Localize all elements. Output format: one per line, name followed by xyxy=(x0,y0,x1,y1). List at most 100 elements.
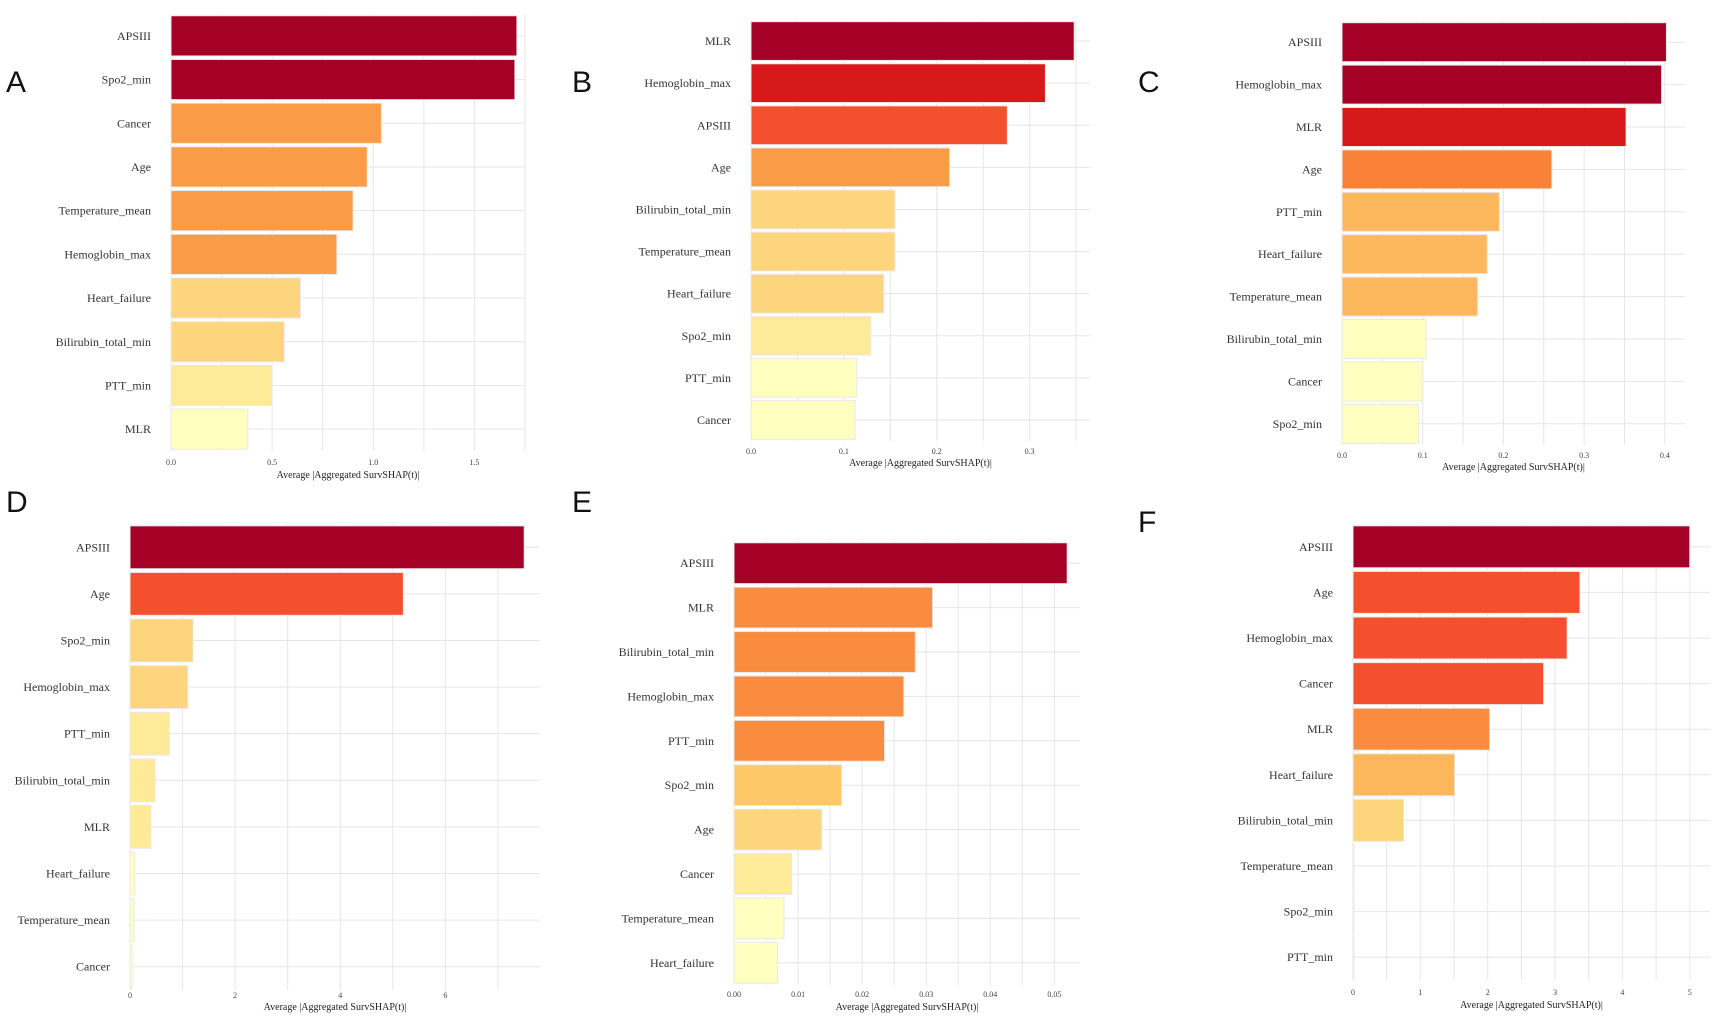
x-tick-label: 0.02 xyxy=(855,990,869,999)
x-tick-label: 0 xyxy=(1351,988,1355,997)
bar-hemoglobin-max xyxy=(129,665,189,710)
panel-b: B MLR Hemoglobin_max APSIII Age Bilirubin_to… xyxy=(572,20,1090,469)
panel-e: E APSIII MLR Bilirubin_total_min Hemoglobin… xyxy=(572,486,1080,1013)
bar-hemoglobin-max xyxy=(170,233,338,275)
bar-hemoglobin-max xyxy=(1352,616,1568,660)
category-label: Bilirubin_total_min xyxy=(56,335,151,349)
x-tick-label: 1.5 xyxy=(469,458,479,467)
category-label: PTT_min xyxy=(1276,205,1322,219)
panel-f: F APSIII Age Hemoglobin_max Cancer MLR Heart_… xyxy=(1138,506,1710,1011)
bar-heart-failure xyxy=(1341,234,1488,275)
category-label: Temperature_mean xyxy=(59,204,151,218)
bar-heart-failure xyxy=(1352,753,1456,797)
category-label: Spo2_min xyxy=(665,778,714,792)
category-label: Heart_failure xyxy=(1269,768,1333,782)
x-axis-title: Average |Aggregated SurvSHAP(t)| xyxy=(277,470,420,481)
category-label: Bilirubin_total_min xyxy=(15,773,110,787)
bar-mlr xyxy=(1341,106,1627,148)
category-label: Bilirubin_total_min xyxy=(636,202,731,216)
bar-cancer xyxy=(733,853,793,895)
x-tick-label: 1 xyxy=(1418,988,1422,997)
x-tick-label: 0.01 xyxy=(791,990,805,999)
bar-ptt-min xyxy=(1341,191,1500,232)
bar-bilirubin-total-min xyxy=(733,631,916,673)
category-label: Cancer xyxy=(697,413,731,427)
bar-mlr xyxy=(170,408,249,450)
panel-letter-d: D xyxy=(6,486,28,519)
x-axis-title: Average |Aggregated SurvSHAP(t)| xyxy=(836,1002,979,1013)
category-label: APSIII xyxy=(680,556,714,570)
category-label: MLR xyxy=(125,422,151,436)
x-tick-label: 1.0 xyxy=(368,458,378,467)
bar-mlr xyxy=(750,21,1075,61)
bar-cancer xyxy=(170,102,382,144)
category-label: Temperature_mean xyxy=(1241,859,1333,873)
category-label: Bilirubin_total_min xyxy=(1238,813,1333,827)
category-label: APSIII xyxy=(1299,540,1333,554)
bar-cancer xyxy=(129,944,133,989)
bar-age xyxy=(750,147,951,188)
bar-heart-failure xyxy=(129,851,136,896)
bar-apsiii xyxy=(1341,22,1667,63)
x-tick-label: 0.5 xyxy=(267,458,277,467)
bar-bilirubin-total-min xyxy=(129,758,156,803)
bar-temperature-mean xyxy=(733,897,785,940)
bar-apsiii xyxy=(733,542,1068,585)
bar-hemoglobin-max xyxy=(1341,64,1663,105)
bar-age xyxy=(1341,149,1553,190)
bar-heart-failure xyxy=(170,277,301,319)
category-label: Age xyxy=(1313,585,1333,599)
bar-bilirubin-total-min xyxy=(750,189,896,230)
x-tick-label: 0.1 xyxy=(1418,451,1428,460)
bar-cancer xyxy=(1341,361,1424,402)
bar-spo2-min xyxy=(1352,890,1355,934)
bar-spo2-min xyxy=(750,315,872,356)
bar-temperature-mean xyxy=(1341,276,1479,317)
bar-ptt-min xyxy=(129,711,170,756)
x-tick-label: 0.1 xyxy=(839,447,849,456)
x-axis-title: Average |Aggregated SurvSHAP(t)| xyxy=(264,1002,407,1013)
category-label: APSIII xyxy=(76,540,110,554)
x-tick-label: 0 xyxy=(128,991,132,1000)
category-label: PTT_min xyxy=(685,371,731,385)
category-label: MLR xyxy=(1296,120,1322,134)
category-label: APSIII xyxy=(117,29,151,43)
category-label: MLR xyxy=(84,820,110,834)
x-tick-label: 0.04 xyxy=(983,990,997,999)
category-label: Hemoglobin_max xyxy=(627,689,714,703)
x-axis-title: Average |Aggregated SurvSHAP(t)| xyxy=(849,458,992,469)
bar-ptt-min xyxy=(750,357,858,398)
category-label: Spo2_min xyxy=(682,329,731,343)
bar-ptt-min xyxy=(1352,935,1355,979)
bar-spo2-min xyxy=(733,764,843,807)
category-label: Bilirubin_total_min xyxy=(619,645,714,659)
panel-d: D APSIII Age Spo2_min Hemoglobin_max PTT_min… xyxy=(6,486,540,1013)
category-label: Cancer xyxy=(1288,374,1322,388)
bar-cancer xyxy=(750,400,856,440)
bar-spo2-min xyxy=(170,58,516,101)
x-tick-label: 0.2 xyxy=(1498,451,1508,460)
panel-letter-c: C xyxy=(1138,66,1160,99)
category-label: Heart_failure xyxy=(650,956,714,970)
bar-ptt-min xyxy=(170,364,273,407)
category-label: APSIII xyxy=(1288,35,1322,49)
category-label: MLR xyxy=(705,34,731,48)
panel-letter-b: B xyxy=(572,66,592,99)
bar-hemoglobin-max xyxy=(750,63,1046,104)
bar-temperature-mean xyxy=(170,190,354,232)
bar-apsiii xyxy=(1352,525,1691,569)
category-label: Temperature_mean xyxy=(622,911,714,925)
x-tick-label: 0.0 xyxy=(746,447,756,456)
x-tick-label: 5 xyxy=(1688,988,1692,997)
category-label: APSIII xyxy=(697,118,731,132)
bar-bilirubin-total-min xyxy=(1341,318,1427,360)
bar-temperature-mean xyxy=(1352,844,1355,888)
bar-apsiii xyxy=(170,15,518,57)
x-tick-label: 0.0 xyxy=(166,458,176,467)
category-label: Cancer xyxy=(1299,677,1333,691)
category-label: Hemoglobin_max xyxy=(644,76,731,90)
x-tick-label: 0.05 xyxy=(1047,990,1061,999)
category-label: Cancer xyxy=(76,960,110,974)
category-label: Hemoglobin_max xyxy=(23,680,110,694)
